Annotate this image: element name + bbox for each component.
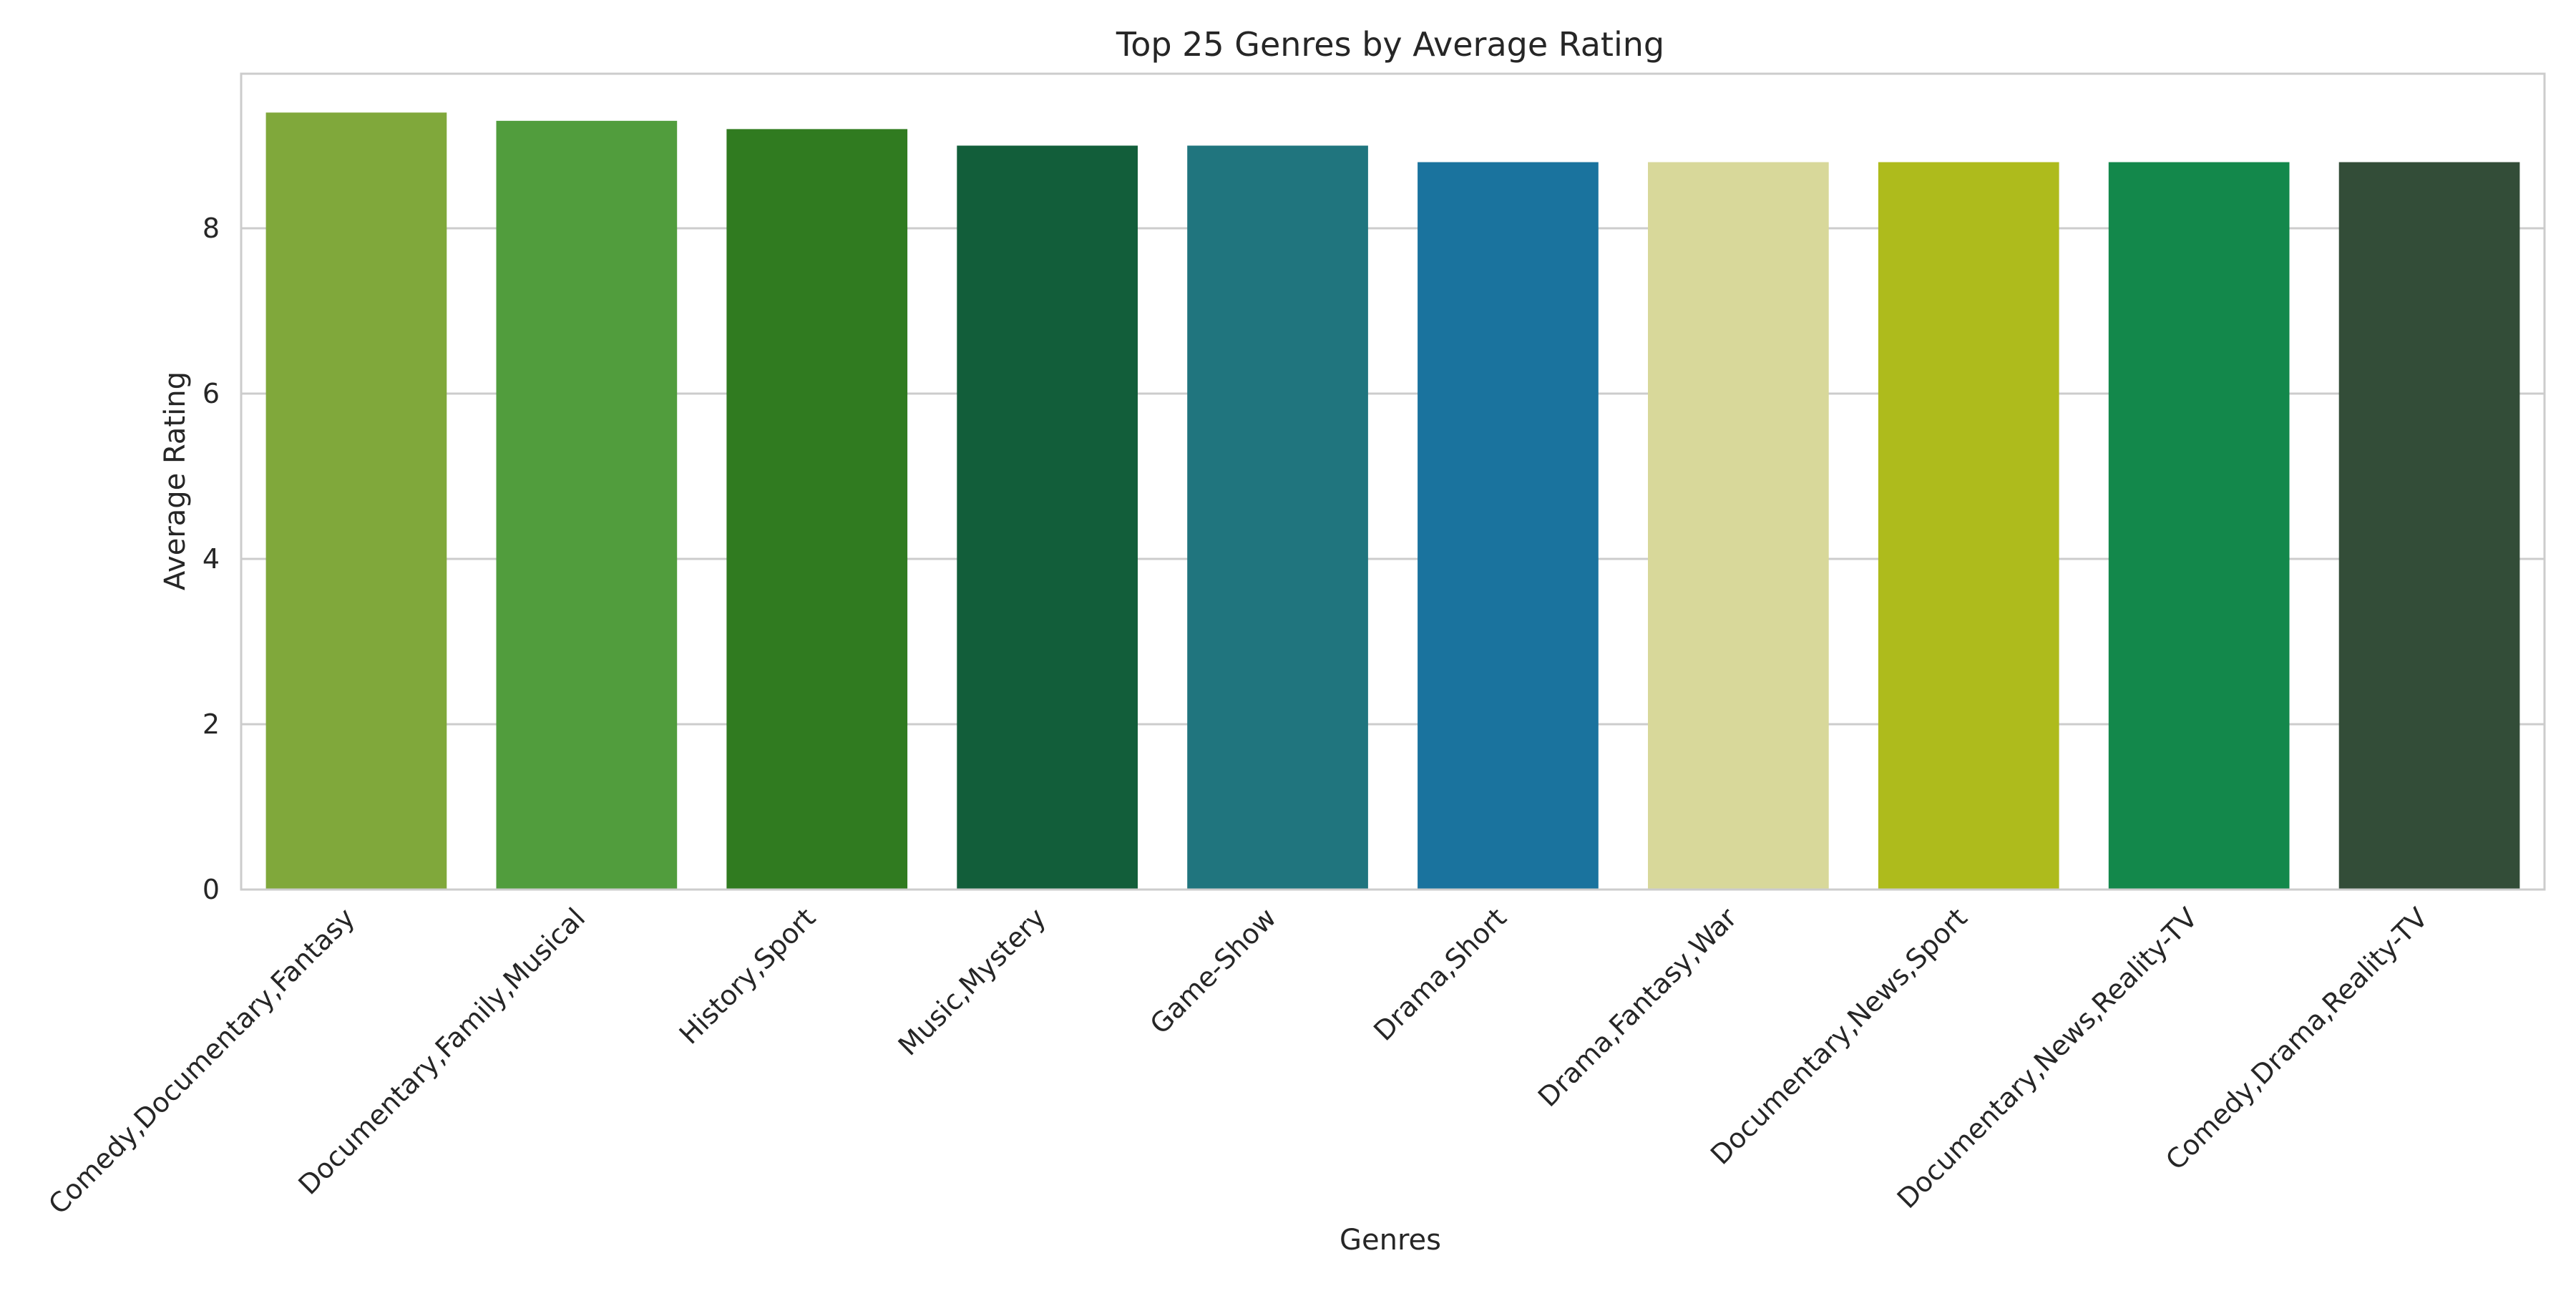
plot-frame (240, 72, 2546, 891)
y-axis-label: Average Rating (159, 371, 192, 590)
bar (1418, 162, 1599, 890)
y-tick-label: 2 (203, 708, 220, 740)
bars-layer (265, 112, 2520, 890)
x-tick-label: History,Sport (673, 902, 821, 1050)
bar (1648, 162, 1829, 890)
plot-border (240, 72, 2546, 891)
x-tick-label: Drama,Fantasy,War (1532, 902, 1743, 1113)
bar (496, 120, 678, 890)
x-tick-label: Game-Show (1144, 902, 1282, 1040)
bar (1187, 145, 1368, 890)
y-tick-label: 4 (203, 543, 220, 575)
x-tick-label: Music,Mystery (892, 902, 1052, 1061)
bar (1878, 162, 2059, 890)
bar (2108, 162, 2290, 890)
bar (957, 145, 1138, 890)
x-tick-labels: Comedy,Documentary,FantasyDocumentary,Fa… (42, 902, 2434, 1220)
chart-title: Top 25 Genres by Average Rating (1116, 25, 1664, 64)
x-tick-label: Documentary,News,Sport (1704, 902, 1974, 1171)
bar (2338, 162, 2520, 890)
bar (726, 129, 908, 890)
y-tick-label: 6 (203, 378, 220, 409)
x-axis-label: Genres (1340, 1224, 1441, 1257)
x-tick-label: Drama,Short (1367, 902, 1513, 1047)
y-tick-labels: 0 2 4 6 8 (203, 213, 220, 905)
y-tick-label: 0 (203, 874, 220, 905)
x-tick-label: Comedy,Drama,Reality-TV (2160, 902, 2434, 1176)
y-tick-label: 8 (203, 213, 220, 244)
bar (265, 112, 447, 890)
